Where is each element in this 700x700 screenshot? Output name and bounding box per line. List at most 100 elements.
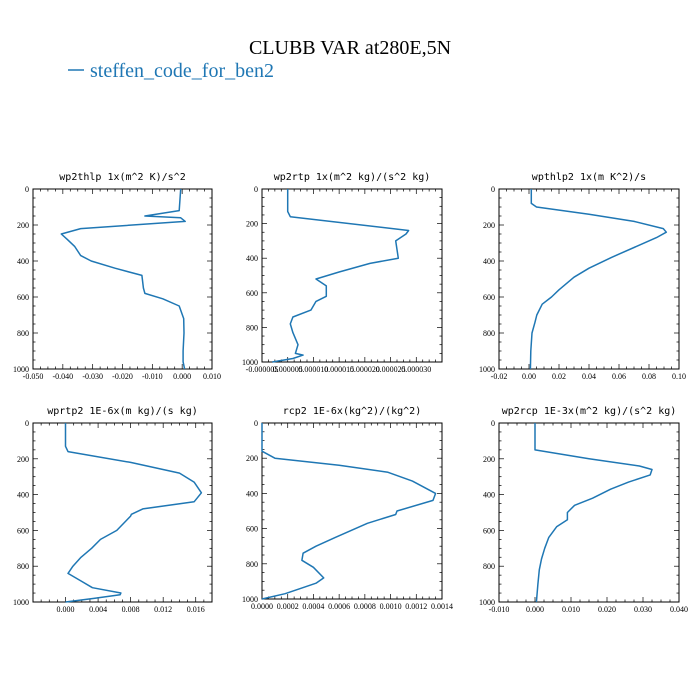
- x-tick-label: 0.000010: [298, 365, 328, 374]
- series-line: [60, 188, 186, 370]
- x-tick-label: 0.030: [634, 605, 652, 614]
- y-tick-label: 200: [17, 455, 29, 464]
- y-tick-label: 200: [17, 221, 29, 230]
- x-tick-label: 0.0000: [251, 602, 273, 611]
- panel-1: wp2thlp 1x(m^2 K)/s^202004006008001000-0…: [13, 172, 221, 381]
- series-line: [64, 423, 203, 603]
- y-tick-label: 0: [254, 419, 258, 428]
- x-tick-label: 0.008: [122, 605, 140, 614]
- x-tick-label: 0.010: [203, 372, 221, 381]
- x-tick-label: -0.000005: [246, 365, 279, 374]
- x-tick-label: 0.004: [89, 605, 107, 614]
- y-tick-label: 600: [17, 293, 29, 302]
- x-tick-label: 0.0004: [302, 602, 324, 611]
- x-tick-label: 0.02: [552, 372, 566, 381]
- x-tick-label: -0.02: [491, 372, 508, 381]
- x-tick-label: 0.0008: [354, 602, 376, 611]
- y-tick-label: 600: [483, 526, 495, 535]
- y-tick-label: 600: [483, 293, 495, 302]
- y-tick-label: 800: [246, 323, 258, 332]
- legend-label: steffen_code_for_ben2: [90, 60, 274, 82]
- x-tick-label: 0.000030: [401, 365, 431, 374]
- y-tick-label: 600: [17, 526, 29, 535]
- x-tick-label: 0.020: [598, 605, 616, 614]
- panel-title: wp2rtp 1x(m^2 kg)/(s^2 kg): [274, 172, 431, 183]
- x-tick-label: 0.000015: [324, 365, 354, 374]
- y-tick-label: 200: [246, 454, 258, 463]
- y-tick-label: 1000: [242, 595, 258, 604]
- y-tick-label: 400: [483, 257, 495, 266]
- x-tick-label: 0.08: [642, 372, 656, 381]
- x-tick-label: -0.030: [82, 372, 103, 381]
- y-tick-label: 0: [491, 185, 495, 194]
- y-tick-label: 800: [17, 562, 29, 571]
- panel-title: wpthlp2 1x(m K^2)/s: [532, 172, 646, 183]
- x-tick-label: 0.000025: [376, 365, 406, 374]
- y-tick-label: 0: [491, 419, 495, 428]
- x-tick-label: 0.0002: [277, 602, 299, 611]
- x-tick-label: 0.000: [173, 372, 191, 381]
- panel-title: wp2rcp 1E-3x(m^2 kg)/(s^2 kg): [502, 406, 677, 417]
- x-tick-label: 0.010: [562, 605, 580, 614]
- y-tick-label: 1000: [479, 598, 495, 607]
- y-tick-label: 400: [246, 254, 258, 263]
- x-tick-label: 0.06: [612, 372, 626, 381]
- x-tick-label: -0.010: [142, 372, 163, 381]
- y-tick-label: 1000: [479, 365, 495, 374]
- y-tick-label: 600: [246, 525, 258, 534]
- x-tick-label: 0.000: [526, 605, 544, 614]
- x-tick-label: 0.000: [57, 605, 75, 614]
- series-line: [534, 423, 653, 603]
- x-tick-label: 0.040: [670, 605, 688, 614]
- x-tick-label: 0.04: [582, 372, 596, 381]
- x-tick-label: 0.0010: [380, 602, 402, 611]
- series-line: [272, 189, 410, 363]
- x-tick-label: 0.0006: [328, 602, 350, 611]
- y-tick-label: 0: [25, 185, 29, 194]
- plot-frame: [32, 422, 213, 603]
- panel-title: rcp2 1E-6x(kg^2)/(kg^2): [283, 406, 421, 417]
- figure-title: CLUBB VAR at280E,5N: [249, 37, 451, 59]
- y-tick-label: 400: [246, 489, 258, 498]
- y-tick-label: 400: [483, 491, 495, 500]
- panel-4: wprtp2 1E-6x(m kg)/(s kg) 0 200 400 600 800 10…: [13, 406, 213, 614]
- y-tick-label: 800: [483, 562, 495, 571]
- figure-legend: steffen_code_for_ben2: [68, 60, 274, 82]
- x-tick-label: -0.050: [23, 372, 44, 381]
- panel-2: wp2rtp 1x(m^2 kg)/(s^2 kg) 0 200 400 600 800 1…: [242, 172, 443, 374]
- x-tick-label: 0.000020: [350, 365, 380, 374]
- panels: wp2thlp 1x(m^2 K)/s^202004006008001000-0…: [13, 172, 688, 614]
- y-tick-label: 200: [246, 220, 258, 229]
- y-tick-label: 800: [483, 329, 495, 338]
- y-tick-label: 800: [17, 329, 29, 338]
- plot-frame: [498, 188, 680, 370]
- series-line: [529, 189, 668, 370]
- y-tick-label: 800: [246, 560, 258, 569]
- x-tick-label: 0.012: [154, 605, 172, 614]
- x-tick-label: 0.10: [672, 372, 686, 381]
- x-tick-label: 0.016: [187, 605, 205, 614]
- panel-6: wp2rcp 1E-3x(m^2 kg)/(s^2 kg) 0 200 400 600 8…: [479, 406, 688, 614]
- y-tick-label: 1000: [13, 598, 29, 607]
- plot-frame: [498, 422, 680, 603]
- x-tick-label: 0.0014: [431, 602, 453, 611]
- y-tick-label: 400: [17, 491, 29, 500]
- plot-frame: [32, 188, 213, 370]
- panel-3: wpthlp2 1x(m K^2)/s 0 200 400 600 800 1000-0.0…: [479, 172, 686, 381]
- y-tick-label: 1000: [13, 365, 29, 374]
- x-tick-label: -0.010: [489, 605, 510, 614]
- y-tick-label: 0: [25, 419, 29, 428]
- plot-frame: [261, 422, 443, 600]
- y-tick-label: 200: [483, 221, 495, 230]
- x-tick-label: -0.040: [52, 372, 73, 381]
- panel-title: wprtp2 1E-6x(m kg)/(s kg): [47, 406, 198, 417]
- y-tick-label: 1000: [242, 358, 258, 367]
- y-tick-label: 400: [17, 257, 29, 266]
- series-line: [261, 423, 437, 600]
- panel-title: wp2thlp 1x(m^2 K)/s^2: [59, 172, 185, 183]
- x-tick-label: -0.020: [112, 372, 133, 381]
- x-tick-label: 0.000005: [273, 365, 303, 374]
- y-tick-label: 200: [483, 455, 495, 464]
- x-tick-label: 0.00: [522, 372, 536, 381]
